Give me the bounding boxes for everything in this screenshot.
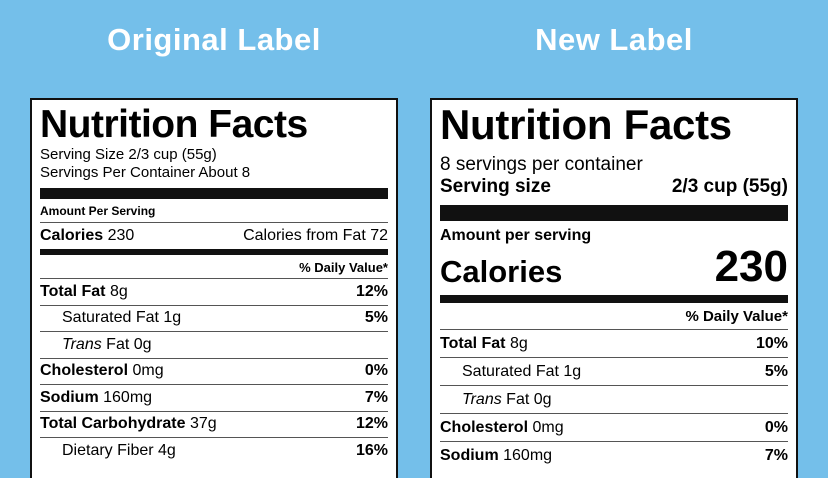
nutrient-list: Total Fat 8g 12% Saturated Fat 1g 5% Trans F… <box>40 278 388 464</box>
original-label-heading: Original Label <box>107 22 321 57</box>
label-title: Nutrition Facts <box>40 103 308 146</box>
daily-value-percent: 7% <box>764 446 788 464</box>
nutrient-row: Sodium 160mg 7% <box>440 441 788 469</box>
nutrient-amount: 1g <box>163 309 182 327</box>
calories-value: 230 <box>714 242 788 291</box>
nutrient-amount: 8g <box>509 334 528 352</box>
nutrient-amount: 160mg <box>503 446 553 464</box>
nutrient-name: Saturated Fat <box>462 362 559 380</box>
nutrient-amount: 37g <box>189 415 217 433</box>
nutrient-name: Trans <box>62 335 102 353</box>
serving-size-row: Serving size 2/3 cup (55g) <box>440 176 788 198</box>
nutrient-amount: 4g <box>158 441 176 459</box>
calories-row: Calories 230 <box>440 245 788 289</box>
amount-per-serving: Amount per serving <box>440 227 592 244</box>
nutrient-row: Total Carbohydrate 37g 12% <box>40 410 388 438</box>
nutrient-name: Total Carbohydrate <box>40 415 186 433</box>
new-label-heading: New Label <box>535 22 693 57</box>
daily-value-percent: 7% <box>364 388 388 406</box>
calories-label: Calories <box>40 227 104 244</box>
calories-value: 230 <box>107 227 135 244</box>
nutrient-name: Cholesterol <box>440 418 529 436</box>
nutrient-name: Cholesterol <box>40 362 129 380</box>
calories-from-fat: Calories from Fat 72 <box>243 227 388 244</box>
daily-value-percent: 10% <box>755 334 788 352</box>
medium-divider <box>440 295 788 303</box>
nutrient-amount: 8g <box>109 282 128 300</box>
nutrient-name: Saturated Fat <box>62 309 159 327</box>
daily-value-percent: 12% <box>355 282 388 300</box>
daily-value-percent: 0% <box>364 362 388 380</box>
daily-value-percent: 16% <box>355 441 388 459</box>
daily-value-percent: 0% <box>764 418 788 436</box>
nutrient-name: Total Fat <box>40 282 106 300</box>
daily-value-percent: 12% <box>355 415 388 433</box>
calories-row: Calories 230 Calories from Fat 72 <box>40 222 388 249</box>
serving-size-label: Serving size <box>440 176 551 197</box>
servings-per-container: Servings Per Container About 8 <box>40 164 251 181</box>
original-nutrition-label: Nutrition Facts Serving Size 2/3 cup (55… <box>30 98 398 478</box>
nutrient-list: Total Fat 8g 10% Saturated Fat 1g 5% Trans F… <box>440 329 788 469</box>
thick-divider <box>40 188 388 199</box>
servings-per-container: 8 servings per container <box>440 154 643 175</box>
nutrient-row: Trans Fat 0g <box>440 385 788 413</box>
daily-value-header: % Daily Value* <box>685 308 788 325</box>
new-nutrition-label: Nutrition Facts 8 servings per container… <box>430 98 798 478</box>
daily-value-percent: 5% <box>364 309 388 327</box>
serving-size-value: 2/3 cup (55g) <box>671 176 788 197</box>
nutrient-row: Cholesterol 0mg 0% <box>40 357 388 385</box>
nutrient-row: Cholesterol 0mg 0% <box>440 413 788 441</box>
thick-divider <box>440 205 788 221</box>
calories-label: Calories <box>440 254 563 289</box>
nutrient-amount: 160mg <box>103 388 153 406</box>
nutrient-name: Total Fat <box>440 334 506 352</box>
nutrient-amount: Fat 0g <box>506 390 552 408</box>
nutrient-row: Sodium 160mg 7% <box>40 384 388 411</box>
nutrient-row: Total Fat 8g 10% <box>440 329 788 357</box>
nutrient-row: Saturated Fat 1g 5% <box>440 357 788 385</box>
amount-per-serving: Amount Per Serving <box>40 204 156 218</box>
nutrient-name: Sodium <box>40 388 99 406</box>
nutrient-amount: 1g <box>563 362 582 380</box>
nutrient-row: Total Fat 8g 12% <box>40 278 388 305</box>
nutrient-row: Dietary Fiber 4g 16% <box>40 437 388 464</box>
nutrient-row: Trans Fat 0g <box>40 331 388 358</box>
label-title: Nutrition Facts <box>440 101 732 148</box>
daily-value-header: % Daily Value* <box>299 260 388 275</box>
daily-value-percent: 5% <box>764 362 788 380</box>
nutrient-amount: 0mg <box>132 362 164 380</box>
nutrient-name: Dietary Fiber <box>62 441 154 459</box>
medium-divider <box>40 249 388 255</box>
nutrient-name: Sodium <box>440 446 499 464</box>
serving-size: Serving Size 2/3 cup (55g) <box>40 146 217 163</box>
nutrient-amount: Fat 0g <box>106 335 152 353</box>
nutrient-amount: 0mg <box>532 418 564 436</box>
nutrient-name: Trans <box>462 390 502 408</box>
nutrient-row: Saturated Fat 1g 5% <box>40 304 388 332</box>
